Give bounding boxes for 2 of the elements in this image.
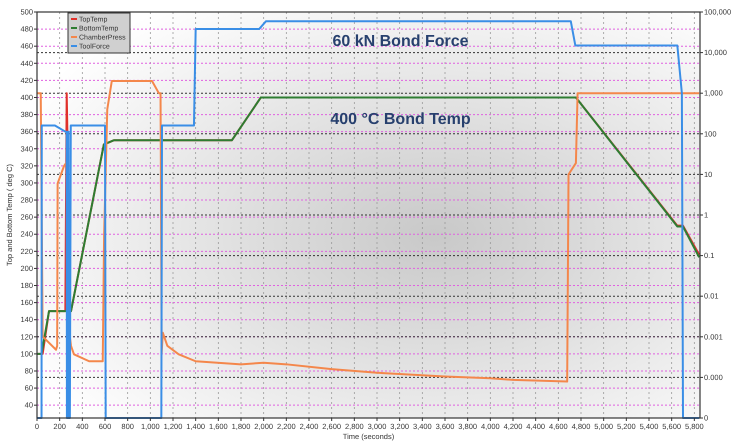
annotation: 60 kN Bond Force: [332, 33, 469, 50]
annotation: 400 °C Bond Temp: [330, 111, 471, 128]
